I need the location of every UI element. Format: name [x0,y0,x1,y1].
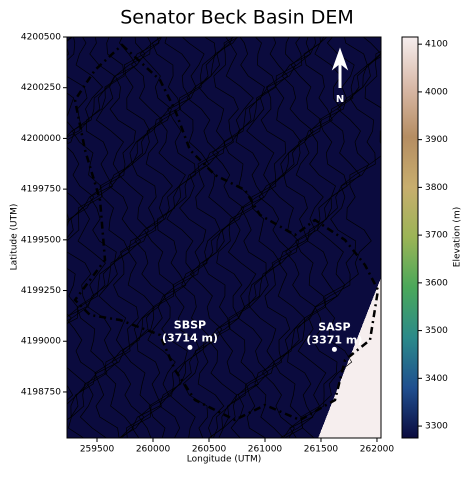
site-label: SASP [318,320,350,333]
north-label: N [336,94,344,105]
contour-line [79,37,172,438]
y-tick-label: 4200250 [21,83,61,93]
x-tick-label: 260000 [136,445,171,455]
site-label: (3714 m) [162,331,218,344]
y-axis-label: Latitude (UTM) [10,204,20,271]
y-tick-label: 4199500 [21,235,61,245]
site-label: SBSP [174,318,206,331]
contour-line [67,37,88,221]
site-marker [331,346,337,352]
contour-line [138,37,240,438]
y-tick-label: 4199250 [21,286,61,296]
contour-line [111,37,205,438]
plot-frame [66,36,382,439]
contour-line [67,37,146,418]
colorbar-tick-label: 4000 [425,87,448,97]
x-axis-label: Longitude (UTM) [187,455,262,465]
colorbar-tick-label: 3400 [425,374,448,384]
colorbar-tick-label: 3300 [425,422,448,432]
contour-line [282,56,381,438]
contour-line [208,37,296,438]
map-area [0,32,381,472]
colorbar-label: Elevation (m) [453,207,463,267]
contour-line [273,37,368,438]
colorbar-tick-label: 3700 [425,231,448,241]
contour-line [230,37,322,438]
contour-line [67,37,152,421]
colorbar-tick-label: 3900 [425,135,448,145]
x-tick-label: 261000 [248,445,283,455]
site-marker [187,344,193,350]
contour-line [197,37,289,438]
contour-line [67,37,115,325]
contour-line [67,37,125,324]
x-tick-label: 262000 [360,445,395,455]
contour-line [208,37,311,438]
contour-line [67,37,138,401]
contour-line [218,37,316,438]
colorbar-tick-label: 3800 [425,183,448,193]
y-tick-label: 4200500 [21,33,61,43]
contour-line [0,32,54,472]
contour-line [104,37,191,438]
colorbar [401,36,419,439]
contour-line [208,37,303,438]
y-tick-label: 4199750 [21,185,61,195]
contour-line [159,37,254,438]
contour-line [125,37,231,438]
chart-title: Senator Beck Basin DEM [120,7,354,29]
contour-line [67,37,76,145]
contour-line [300,50,381,438]
basin-boundary [73,43,380,422]
y-tick-label: 4198750 [21,387,61,397]
colorbar-tick-label: 3600 [425,278,448,288]
colorbar-tick-label: 3500 [425,326,448,336]
site-label: (3371 m) [306,333,362,346]
contour-line [261,37,355,438]
colorbar-tick-label: 4100 [425,40,448,50]
north-arrow [331,47,349,88]
y-tick-label: 4199000 [21,337,61,347]
x-tick-label: 259500 [80,445,115,455]
contour-line [245,37,333,438]
x-tick-label: 260500 [192,445,227,455]
contour-line [67,37,104,224]
contour-line [279,37,381,438]
y-tick-label: 4200000 [21,134,61,144]
x-tick-label: 261500 [304,445,339,455]
contour-line [148,37,239,438]
